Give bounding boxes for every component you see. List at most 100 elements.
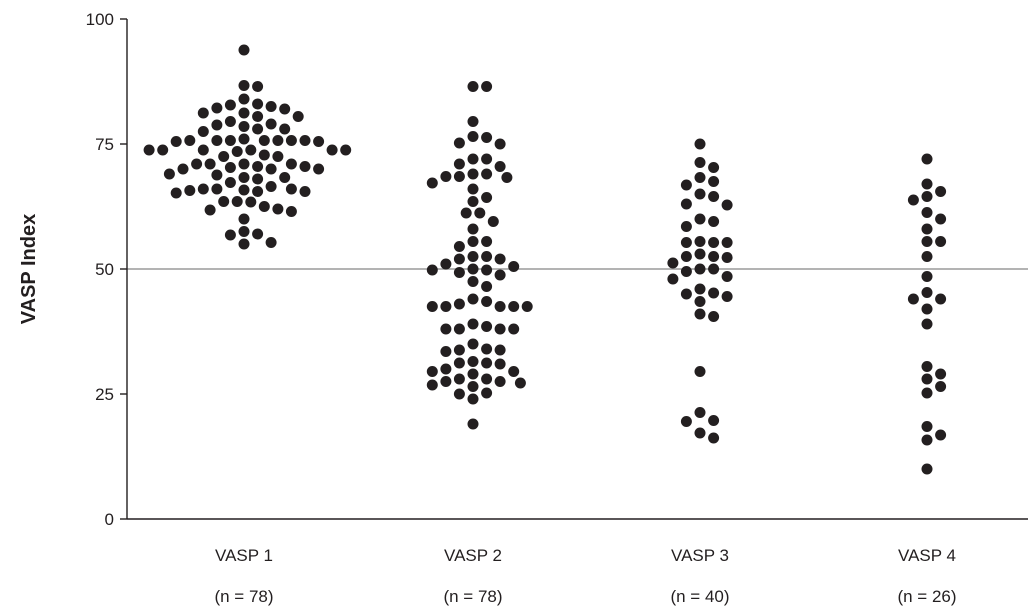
data-point (680, 288, 692, 300)
data-point (474, 207, 486, 219)
data-point (191, 158, 203, 170)
data-point (494, 301, 506, 312)
data-point (921, 463, 933, 475)
data-point (238, 133, 250, 145)
data-point (481, 264, 493, 276)
data-point (272, 151, 284, 162)
data-point (467, 293, 479, 305)
data-point (453, 298, 465, 310)
data-point (197, 144, 209, 156)
data-point (467, 381, 479, 392)
data-point (258, 149, 270, 161)
data-point (467, 196, 479, 207)
data-point (921, 207, 933, 218)
data-point (481, 357, 493, 369)
data-point (238, 184, 250, 196)
data-point (453, 137, 465, 149)
data-point (481, 168, 493, 180)
data-point (467, 276, 479, 287)
data-point (494, 344, 506, 356)
data-point (921, 387, 933, 399)
data-point (157, 144, 169, 156)
data-point (238, 121, 250, 132)
data-point (467, 393, 479, 405)
data-point (440, 323, 452, 335)
data-point (453, 241, 465, 252)
data-point (197, 107, 209, 119)
data-point (285, 135, 297, 146)
data-point (708, 415, 720, 426)
data-point (467, 368, 479, 380)
data-point (211, 169, 223, 181)
data-point (680, 179, 692, 191)
data-point (313, 163, 325, 175)
x-category-label: VASP 3 (671, 546, 729, 565)
data-point (667, 273, 679, 285)
data-point (265, 163, 277, 175)
data-point (481, 296, 493, 307)
data-point (708, 311, 720, 322)
data-point (521, 301, 533, 312)
data-point (708, 162, 720, 173)
x-category-label: VASP 1 (215, 546, 273, 565)
data-point (921, 236, 933, 247)
data-point (921, 373, 933, 385)
data-point (694, 366, 706, 377)
data-point (487, 216, 499, 227)
data-point (279, 172, 291, 183)
data-point (197, 183, 209, 195)
data-point (245, 144, 257, 156)
data-point (467, 81, 479, 92)
data-point (238, 238, 250, 250)
data-point (252, 161, 264, 172)
data-point (440, 258, 452, 270)
x-group-count-label: (n = 40) (670, 587, 729, 606)
data-point (279, 123, 291, 135)
data-point (426, 379, 438, 391)
data-point (481, 153, 493, 165)
data-point (935, 293, 947, 305)
data-point (467, 418, 479, 430)
data-point (494, 358, 506, 370)
data-point (708, 237, 720, 248)
data-point (481, 281, 493, 292)
data-point (514, 377, 526, 389)
data-point (708, 176, 720, 187)
data-point (467, 263, 479, 275)
data-point (211, 119, 223, 131)
data-point (694, 188, 706, 200)
data-point (694, 296, 706, 307)
data-point (252, 111, 264, 122)
data-point (467, 356, 479, 367)
data-point (921, 153, 933, 165)
data-point (426, 264, 438, 276)
data-point (453, 253, 465, 265)
data-point (494, 253, 506, 265)
data-point (694, 248, 706, 260)
data-point (272, 203, 284, 215)
data-points (143, 44, 947, 475)
data-point (224, 99, 236, 111)
data-point (453, 357, 465, 369)
data-point (211, 135, 223, 146)
data-point (453, 267, 465, 278)
data-point (494, 161, 506, 172)
data-point (694, 283, 706, 295)
data-point (694, 213, 706, 225)
data-point (426, 366, 438, 377)
data-point (453, 323, 465, 335)
data-point (481, 321, 493, 332)
data-point (285, 158, 297, 170)
data-point (935, 213, 947, 225)
data-point (694, 157, 706, 168)
data-point (177, 163, 189, 175)
data-point (907, 194, 919, 206)
data-point (921, 191, 933, 202)
data-point (252, 81, 264, 92)
data-point (680, 198, 692, 210)
data-point (265, 101, 277, 112)
data-point (224, 116, 236, 127)
data-point (231, 196, 243, 207)
data-point (285, 206, 297, 217)
data-point (265, 181, 277, 192)
